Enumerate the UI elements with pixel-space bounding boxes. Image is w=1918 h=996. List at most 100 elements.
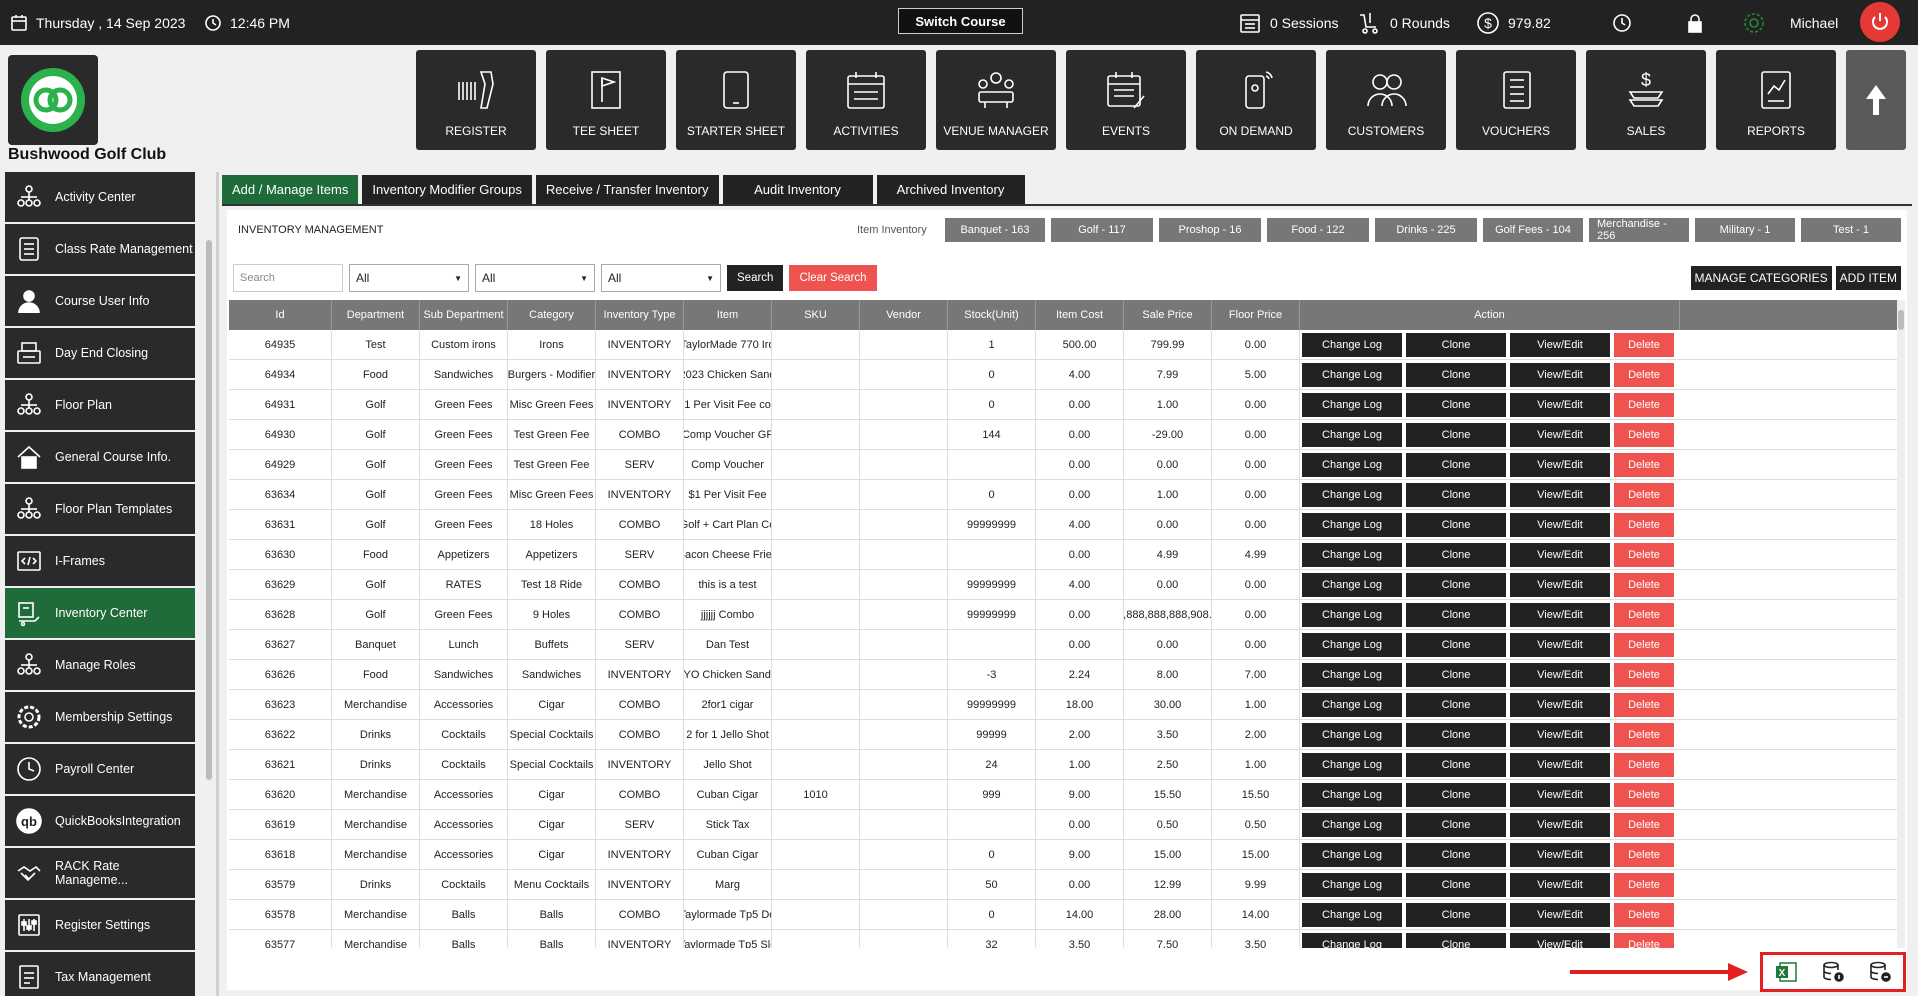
sidebar-item-register-settings[interactable]: Register Settings [5,900,195,950]
column-header-department[interactable]: Department [332,300,420,330]
delete-button[interactable]: Delete [1614,392,1674,417]
tab-archived-inventory[interactable]: Archived Inventory [876,175,1025,204]
change-log-button[interactable]: Change Log [1302,602,1402,627]
table-row[interactable]: 63629 Golf RATES Test 18 Ride COMBO this is a… [229,570,1897,600]
sidebar-item-activity-center[interactable]: Activity Center [5,172,195,222]
table-row[interactable]: 63578 Merchandise Balls Balls COMBO Taylormad… [229,900,1897,930]
view-edit-button[interactable]: View/Edit [1510,812,1610,837]
clone-button[interactable]: Clone [1406,662,1506,687]
delete-button[interactable]: Delete [1614,512,1674,537]
database-upload-icon[interactable] [1868,960,1892,984]
clone-button[interactable]: Clone [1406,782,1506,807]
sidebar-item-general-course-info[interactable]: General Course Info. [5,432,195,482]
clone-button[interactable]: Clone [1406,812,1506,837]
clone-button[interactable]: Clone [1406,752,1506,777]
delete-button[interactable]: Delete [1614,722,1674,747]
delete-button[interactable]: Delete [1614,752,1674,777]
sidebar-scrollbar[interactable] [206,240,212,780]
clone-button[interactable]: Clone [1406,902,1506,927]
delete-button[interactable]: Delete [1614,812,1674,837]
table-row[interactable]: 63579 Drinks Cocktails Menu Cocktails INVENT… [229,870,1897,900]
view-edit-button[interactable]: View/Edit [1510,362,1610,387]
table-row[interactable]: 63628 Golf Green Fees 9 Holes COMBO jjjjjj Co… [229,600,1897,630]
delete-button[interactable]: Delete [1614,842,1674,867]
change-log-button[interactable]: Change Log [1302,542,1402,567]
clear-search-button[interactable]: Clear Search [789,265,877,291]
category-chip[interactable]: Proshop - 16 [1159,218,1261,242]
table-row[interactable]: 64931 Golf Green Fees Misc Green Fees INVENT… [229,390,1897,420]
sidebar-item-floor-plan-templates[interactable]: Floor Plan Templates [5,484,195,534]
delete-button[interactable]: Delete [1614,692,1674,717]
change-log-button[interactable]: Change Log [1302,422,1402,447]
clone-button[interactable]: Clone [1406,332,1506,357]
change-log-button[interactable]: Change Log [1302,332,1402,357]
balance-display[interactable]: $ 979.82 [1476,0,1551,45]
sub-department-select[interactable]: All ▼ [475,264,595,292]
switch-course-button[interactable]: Switch Course [898,8,1023,34]
column-header-item[interactable]: Item [684,300,772,330]
table-row[interactable]: 64934 Food Sandwiches Burgers - Modifier INV… [229,360,1897,390]
category-chip[interactable]: Golf Fees - 104 [1483,218,1583,242]
module-starter-sheet[interactable]: STARTER SHEET [676,50,796,150]
column-header-stock[interactable]: Stock(Unit) [948,300,1036,330]
view-edit-button[interactable]: View/Edit [1510,722,1610,747]
column-header-sub-department[interactable]: Sub Department [420,300,508,330]
category-chip[interactable]: Golf - 117 [1051,218,1153,242]
module-events[interactable]: EVENTS [1066,50,1186,150]
view-edit-button[interactable]: View/Edit [1510,662,1610,687]
delete-button[interactable]: Delete [1614,332,1674,357]
view-edit-button[interactable]: View/Edit [1510,872,1610,897]
table-row[interactable]: 63618 Merchandise Accessories Cigar INVENTOR… [229,840,1897,870]
sidebar-item-membership-settings[interactable]: Membership Settings [5,692,195,742]
view-edit-button[interactable]: View/Edit [1510,512,1610,537]
view-edit-button[interactable]: View/Edit [1510,332,1610,357]
delete-button[interactable]: Delete [1614,662,1674,687]
change-log-button[interactable]: Change Log [1302,722,1402,747]
change-log-button[interactable]: Change Log [1302,932,1402,948]
table-row[interactable]: 64929 Golf Green Fees Test Green Fee SERV Com… [229,450,1897,480]
add-item-button[interactable]: ADD ITEM [1835,266,1901,290]
column-header-vendor[interactable]: Vendor [860,300,948,330]
sidebar-item-quickbooks-integration[interactable]: qb QuickBooksIntegration [5,796,195,846]
view-edit-button[interactable]: View/Edit [1510,752,1610,777]
view-edit-button[interactable]: View/Edit [1510,422,1610,447]
sidebar-item-inventory-center[interactable]: Inventory Center [5,588,195,638]
delete-button[interactable]: Delete [1614,542,1674,567]
sessions-display[interactable]: 0 Sessions [1238,0,1338,45]
clone-button[interactable]: Clone [1406,422,1506,447]
column-header-action[interactable]: Action [1300,300,1680,330]
delete-button[interactable]: Delete [1614,932,1674,948]
change-log-button[interactable]: Change Log [1302,812,1402,837]
clone-button[interactable]: Clone [1406,842,1506,867]
module-tee-sheet[interactable]: TEE SHEET [546,50,666,150]
change-log-button[interactable]: Change Log [1302,452,1402,477]
delete-button[interactable]: Delete [1614,362,1674,387]
view-edit-button[interactable]: View/Edit [1510,482,1610,507]
table-scrollbar[interactable] [1897,300,1905,948]
sidebar-item-rack-rate-management[interactable]: RACK Rate Manageme... [5,848,195,898]
table-row[interactable]: 64930 Golf Green Fees Test Green Fee COMBO Co… [229,420,1897,450]
column-header-inventory-type[interactable]: Inventory Type [596,300,684,330]
clone-button[interactable]: Clone [1406,602,1506,627]
table-row[interactable]: 64935 Test Custom irons Irons INVENTORY Taylo… [229,330,1897,360]
table-row[interactable]: 63623 Merchandise Accessories Cigar COMBO 2fo… [229,690,1897,720]
column-header-item-cost[interactable]: Item Cost [1036,300,1124,330]
change-log-button[interactable]: Change Log [1302,362,1402,387]
search-button[interactable]: Search [727,265,784,291]
delete-button[interactable]: Delete [1614,602,1674,627]
department-select[interactable]: All ▼ [349,264,469,292]
category-select[interactable]: All ▼ [601,264,721,292]
clone-button[interactable]: Clone [1406,512,1506,537]
scroll-up-button[interactable] [1846,50,1906,150]
view-edit-button[interactable]: View/Edit [1510,632,1610,657]
module-on-demand[interactable]: ON DEMAND [1196,50,1316,150]
database-download-icon[interactable] [1821,960,1845,984]
delete-button[interactable]: Delete [1614,872,1674,897]
view-edit-button[interactable]: View/Edit [1510,782,1610,807]
tab-inventory-modifier-groups[interactable]: Inventory Modifier Groups [362,175,532,204]
clone-button[interactable]: Clone [1406,362,1506,387]
tab-receive-transfer-inventory[interactable]: Receive / Transfer Inventory [535,175,719,204]
change-log-button[interactable]: Change Log [1302,752,1402,777]
change-log-button[interactable]: Change Log [1302,842,1402,867]
change-log-button[interactable]: Change Log [1302,692,1402,717]
